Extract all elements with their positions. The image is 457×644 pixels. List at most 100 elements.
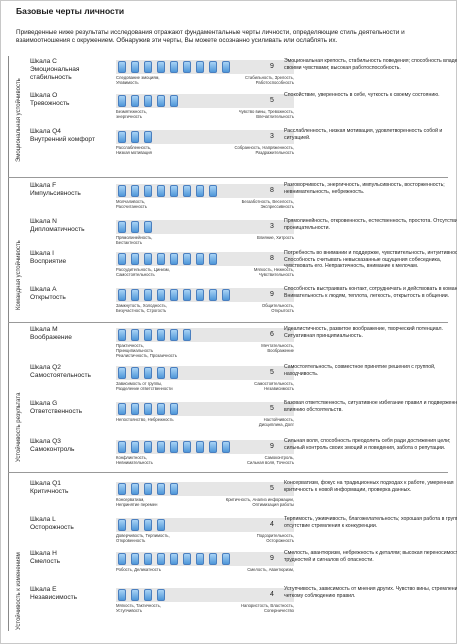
low-pole-label: Практичность, Принципиальность Реалистично…: [116, 343, 177, 358]
group-label: Командная устойчивость: [16, 240, 22, 310]
score-cell: [144, 519, 152, 531]
score-bar: [116, 288, 294, 302]
score-cell: [183, 441, 191, 453]
group-divider-line: [8, 56, 9, 631]
score-cell: [118, 185, 126, 197]
high-pole-label: Влияние, Хитрость: [256, 235, 294, 240]
score-cell: [144, 483, 152, 495]
high-pole-label: Беззаботность, Веселость, Экспрессивность: [241, 199, 294, 209]
score-cell: [118, 131, 126, 143]
score-cell: [144, 403, 152, 415]
score-cell: [209, 289, 217, 301]
scale-name: Шкала F Импульсивность: [30, 182, 81, 197]
score-cell: [183, 329, 191, 341]
high-pole-label: Настойчивость, Дисциплина, Долг: [258, 417, 294, 427]
low-pole-label: Консерватизм, Непринятие перемен: [116, 497, 158, 507]
score-cell: [157, 441, 165, 453]
score-cell: [222, 553, 230, 565]
score-cell: [131, 403, 139, 415]
high-pole-label: Мягкость, Нежность, Чувствительность: [253, 267, 294, 277]
score-cell: [131, 289, 139, 301]
score-cell: [118, 441, 126, 453]
scale-name: Шкала А Открытость: [30, 286, 66, 301]
score-cell: [183, 289, 191, 301]
score-cell: [118, 61, 126, 73]
score-value: 4: [270, 521, 274, 528]
score-bar: [116, 252, 294, 266]
score-cell: [131, 553, 139, 565]
score-bar: [116, 482, 294, 496]
scale-name: Шкала Q1 Критичность: [30, 480, 69, 495]
score-cell: [131, 483, 139, 495]
score-value: 9: [270, 63, 274, 70]
score-cell: [157, 185, 165, 197]
low-pole-label: Прямолинейность, Бестактность: [116, 235, 153, 245]
score-cell: [209, 253, 217, 265]
score-cell: [196, 441, 204, 453]
group-label: Устойчивость к изменениям: [16, 552, 22, 630]
score-cell: [131, 519, 139, 531]
high-pole-label: Смелость, Авантюризм,: [247, 567, 294, 572]
score-cell: [170, 253, 178, 265]
low-pole-label: Робость, Деликатность: [116, 567, 161, 572]
score-cell: [170, 553, 178, 565]
score-cell: [170, 329, 178, 341]
score-cell: [118, 403, 126, 415]
low-pole-label: Расслабленность, Низкая мотивация: [116, 145, 152, 155]
score-cell: [144, 61, 152, 73]
group-divider: [8, 472, 448, 473]
score-bar: [116, 402, 294, 416]
score-cell: [157, 95, 165, 107]
score-cell: [170, 185, 178, 197]
high-pole-label: Напористость, Властность, Соперничество: [240, 603, 294, 613]
scale-description: Расслабленность, низкая мотивация, удовл…: [284, 128, 443, 141]
score-cell: [157, 553, 165, 565]
score-bar: [116, 440, 294, 454]
score-value: 9: [270, 443, 274, 450]
score-value: 9: [270, 291, 274, 298]
group-divider: [8, 177, 448, 178]
score-cell: [196, 185, 204, 197]
score-cell: [157, 329, 165, 341]
score-bar: [116, 366, 294, 380]
low-pole-label: Конфликтность, Невнимательность: [116, 455, 153, 465]
scale-description: Консерватизм, фокус на традиционных подх…: [284, 480, 454, 493]
high-pole-label: Самостоятельность, Независимость: [254, 381, 294, 391]
score-cell: [118, 589, 126, 601]
scale-description: Способность выстраивать контакт, сотрудн…: [284, 286, 457, 299]
score-cell: [209, 441, 217, 453]
score-cell: [131, 253, 139, 265]
score-cell: [131, 131, 139, 143]
score-cell: [144, 131, 152, 143]
score-cell: [118, 329, 126, 341]
high-pole-label: Собранность, Напряженность, Раздражительн…: [234, 145, 295, 155]
low-pole-label: Доверчивость, Терпимость, Откровенность: [116, 533, 170, 543]
scale-name: Шкала L Осторожность: [30, 516, 74, 531]
score-cell: [222, 441, 230, 453]
scale-name: Шкала О Тревожность: [30, 92, 70, 107]
score-bar: [116, 220, 294, 234]
score-cell: [144, 95, 152, 107]
score-cell: [196, 289, 204, 301]
score-cell: [118, 519, 126, 531]
score-cell: [144, 329, 152, 341]
high-pole-label: Чувство вины, Тревожность, Впечатлительно…: [238, 109, 294, 119]
scale-name: Шкала С Эмоциональная стабильность: [30, 58, 80, 81]
scale-description: Потребность во внимании и поддержке, чув…: [284, 250, 457, 269]
score-cell: [131, 367, 139, 379]
high-pole-label: Мечтательность, Воображение: [261, 343, 294, 353]
score-cell: [118, 483, 126, 495]
score-cell: [144, 589, 152, 601]
scale-description: Терпимость, уживчивость, благожелательно…: [284, 516, 457, 529]
score-cell: [157, 403, 165, 415]
low-pole-label: Рассудительность, Цинизм, Самостоятельнос…: [116, 267, 170, 277]
score-cell: [209, 61, 217, 73]
score-cell: [183, 185, 191, 197]
score-value: 3: [270, 223, 274, 230]
score-cell: [196, 553, 204, 565]
score-cell: [144, 253, 152, 265]
scale-description: Разговорчивость, энергичность, импульсив…: [284, 182, 445, 195]
scale-description: Эмоциональная крепость, стабильность пов…: [284, 58, 457, 71]
score-cell: [144, 221, 152, 233]
score-cell: [170, 403, 178, 415]
